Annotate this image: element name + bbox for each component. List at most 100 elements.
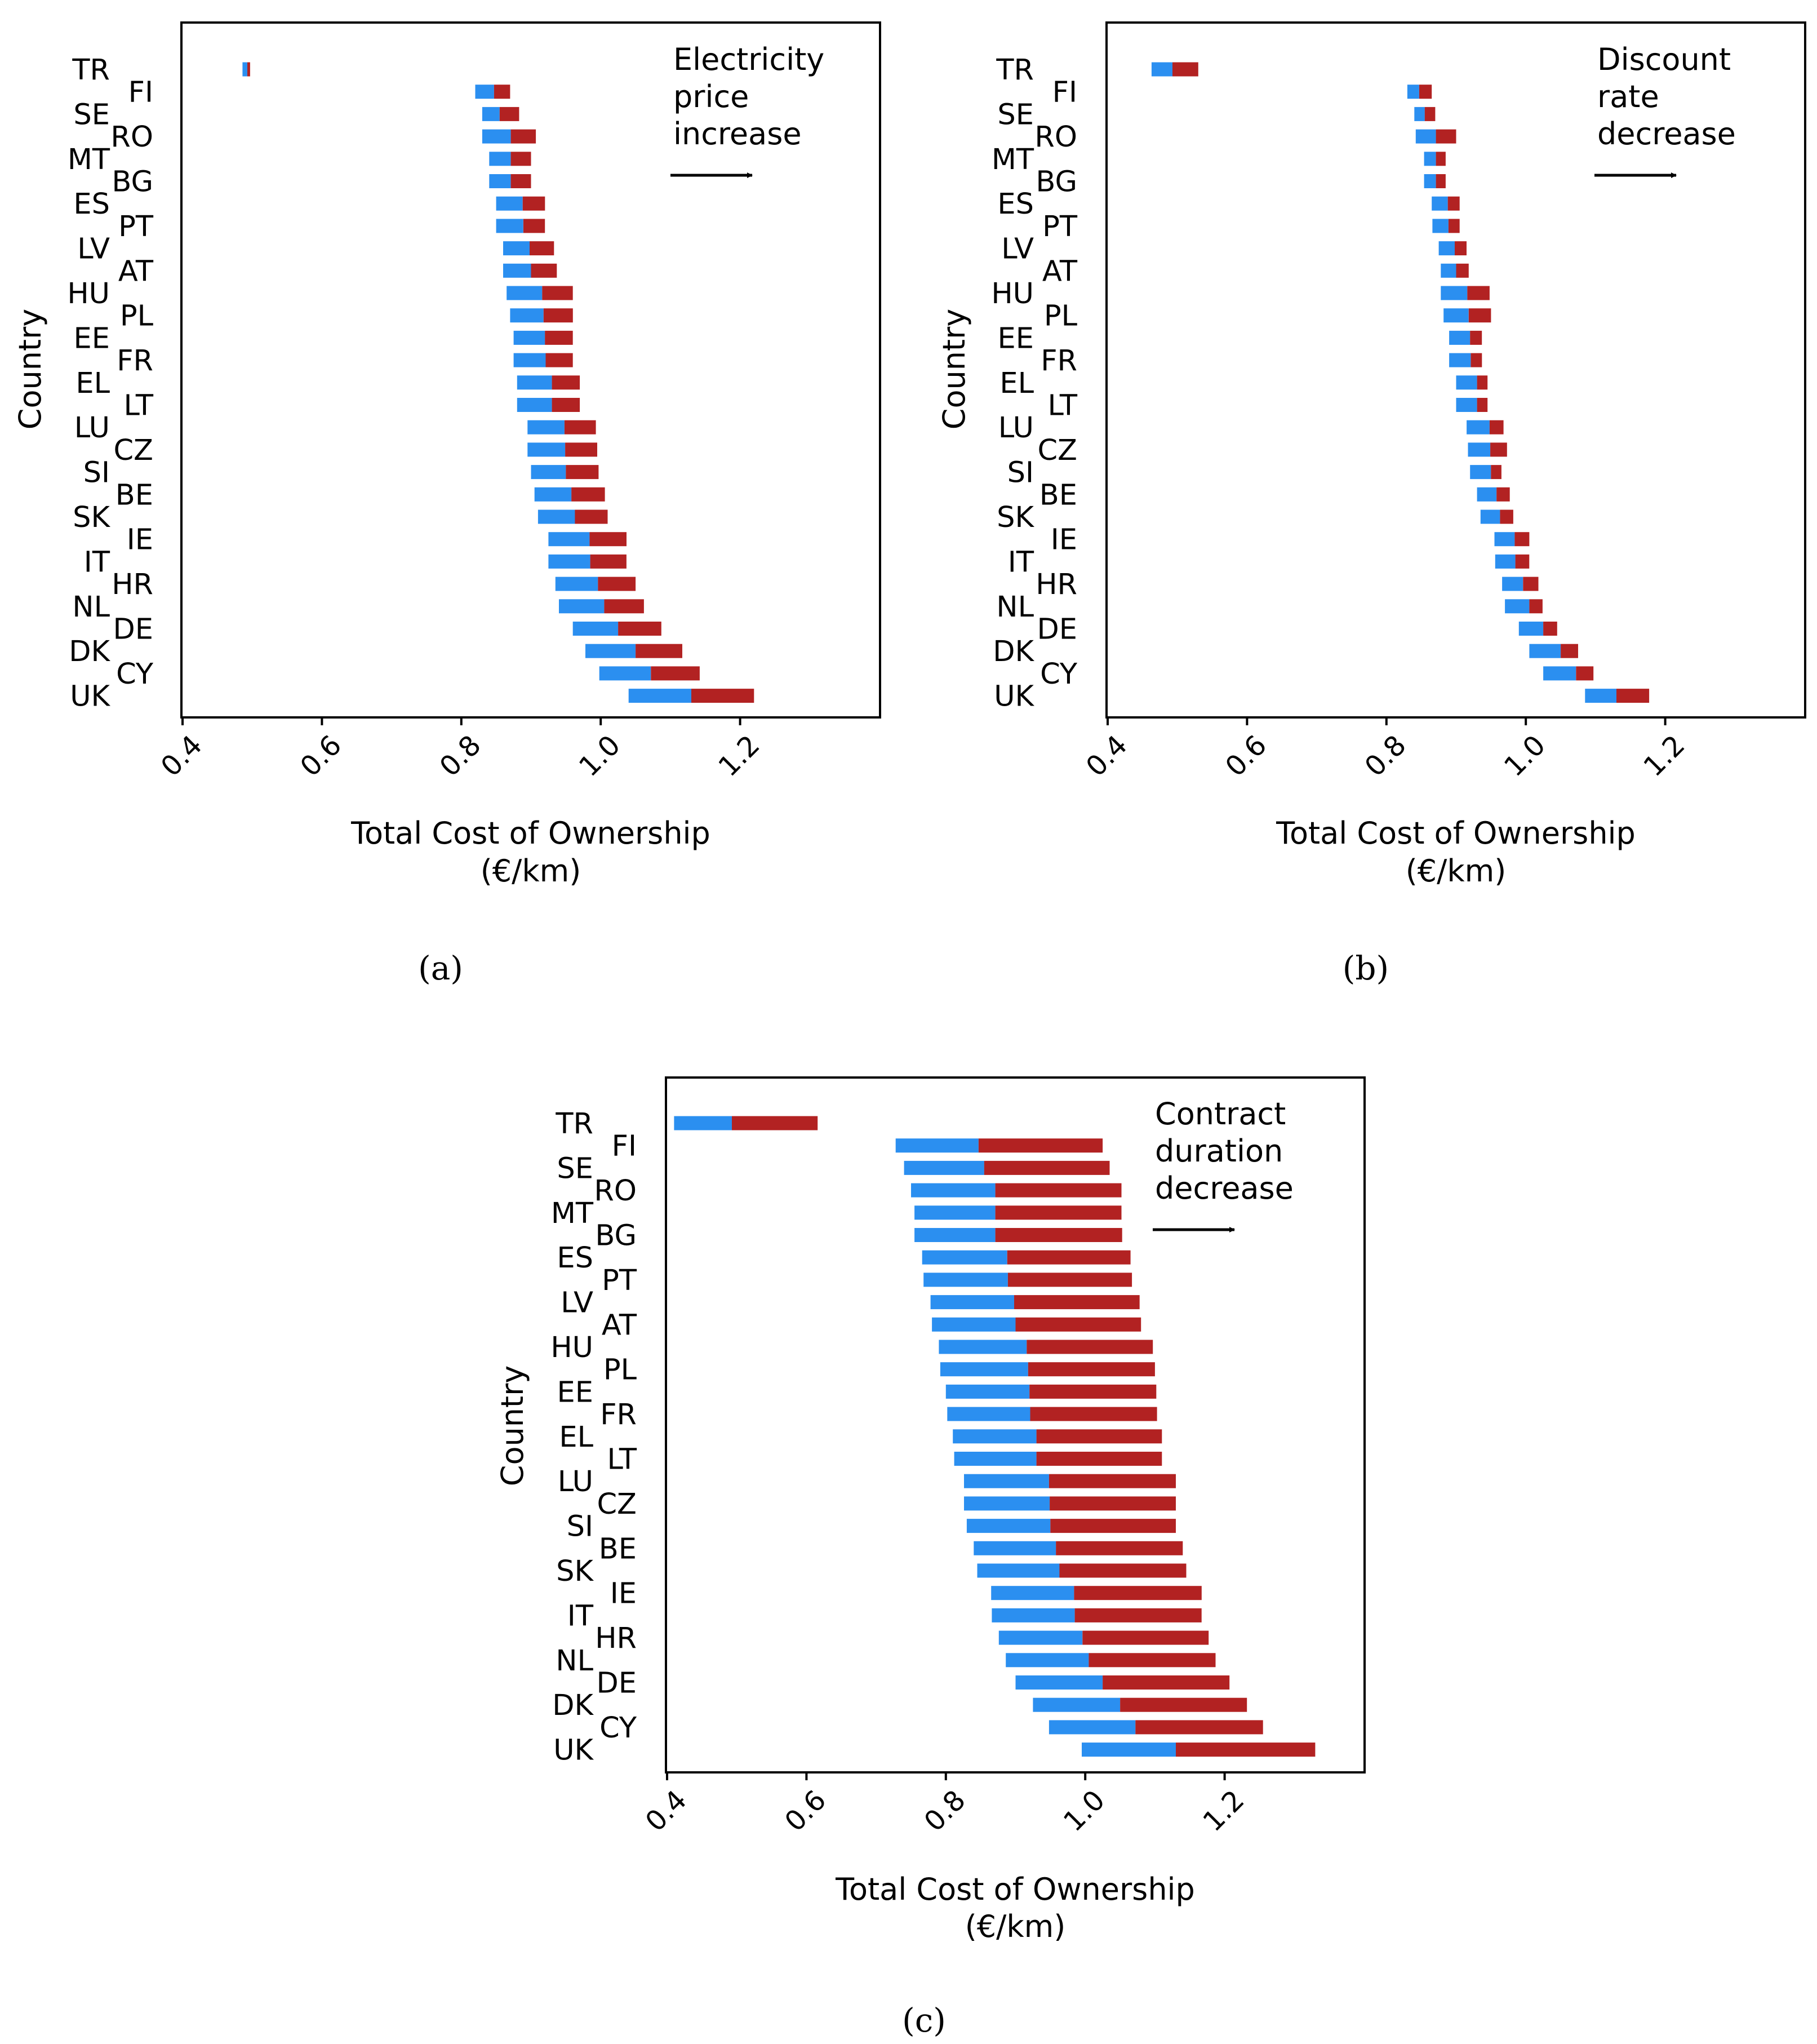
country-label-b-fi: FI [1052,76,1077,109]
bar-high-a-it [590,554,627,569]
country-label-b-be: BE [1039,478,1077,512]
y-axis-label-c: Country [495,1365,530,1487]
bar-low-b-fr [1449,353,1471,367]
bar-low-a-si [531,465,566,480]
bar-low-c-ro [911,1183,996,1198]
bar-high-c-el [1036,1429,1162,1444]
bar-low-a-cz [527,442,566,457]
annotation-line2-c: duration [1155,1133,1283,1169]
country-label-a-cy: CY [116,658,154,691]
bar-low-b-de [1518,622,1544,636]
bar-low-a-pt [496,219,523,233]
x-ticks-a: 0.4 0.6 0.8 1.0 1.2 [155,717,766,783]
bar-low-a-uk [628,689,691,703]
bar-high-a-uk [691,689,754,703]
bar-high-b-be [1496,487,1510,502]
x-tick-label-c-0.4: 0.4 [639,1784,693,1838]
bar-high-a-mt [510,152,531,166]
bar-low-b-lu [1467,420,1490,434]
country-label-b-lu: LU [998,411,1034,445]
bar-high-b-se [1424,107,1436,121]
panel-label-c: (c) [902,2001,946,2039]
x-tick-label-b-0.4: 0.4 [1080,729,1134,783]
bar-high-b-ro [1436,129,1456,144]
country-label-c-fr: FR [600,1398,637,1431]
bar-high-c-ro [995,1183,1122,1198]
x-tick-label-a-1.2: 1.2 [712,729,766,783]
bar-high-a-fi [494,85,510,99]
bar-high-a-be [571,487,605,502]
annotation-line2-a: price [673,79,749,114]
country-label-c-se: SE [557,1152,593,1185]
bars-c [674,1116,1316,1757]
bar-high-b-cy [1576,666,1594,681]
country-label-a-hu: HU [67,277,110,311]
country-label-b-it: IT [1008,546,1034,579]
bar-high-c-mt [995,1205,1122,1220]
bar-high-a-fr [545,353,573,367]
bar-low-b-si [1470,465,1491,480]
bar-low-c-fi [895,1138,979,1153]
bar-low-b-hu [1441,286,1468,300]
y-axis-label-a: Country [12,309,48,430]
bar-high-b-el [1477,375,1488,390]
bar-high-a-at [531,263,557,278]
bar-low-b-pl [1443,308,1469,323]
bar-high-c-lu [1049,1474,1176,1488]
x-tick-label-a-0.6: 0.6 [294,729,348,783]
bar-low-c-cy [1049,1720,1136,1735]
y-axis-label-b: Country [936,309,972,430]
bar-low-a-be [534,487,572,502]
bar-low-a-dk [585,644,636,658]
bar-low-c-it [992,1608,1075,1622]
bar-low-a-el [517,375,552,390]
bar-high-c-si [1050,1519,1176,1533]
annotation-line3-c: decrease [1155,1170,1294,1206]
bar-low-c-pt [923,1272,1008,1287]
country-label-c-lu: LU [558,1465,593,1498]
country-label-b-bg: BG [1036,166,1077,199]
bar-high-b-lv [1455,241,1467,256]
bar-high-a-lv [530,241,554,256]
x-tick-label-a-0.4: 0.4 [155,729,208,783]
panel-label-a: (a) [418,949,463,987]
x-tick-label-a-0.8: 0.8 [433,729,487,783]
country-label-a-de: DE [113,613,154,646]
country-label-a-pl: PL [120,300,154,333]
bar-high-a-cz [565,442,597,457]
bar-high-c-bg [995,1228,1122,1242]
bar-low-a-ee [513,330,545,345]
bar-high-b-it [1515,554,1530,569]
bar-high-a-nl [604,599,644,614]
bar-low-a-hu [507,286,543,300]
bar-high-b-fi [1419,85,1432,99]
country-label-c-pt: PT [602,1264,637,1297]
country-label-b-es: ES [997,188,1034,221]
country-label-c-bg: BG [595,1220,637,1253]
x-tick-label-c-1.0: 1.0 [1058,1784,1111,1838]
bar-high-c-se [984,1160,1110,1175]
bar-high-c-uk [1176,1743,1316,1757]
plot-frame-c [665,1076,1366,1773]
bar-low-c-lt [954,1452,1037,1466]
bars-b [1151,62,1650,703]
country-label-c-at: AT [602,1309,637,1342]
country-label-b-ro: RO [1034,121,1077,154]
bar-high-c-be [1056,1541,1183,1555]
country-label-c-fi: FI [612,1130,637,1163]
bar-low-b-mt [1424,152,1436,166]
bar-high-c-fi [978,1138,1103,1153]
x-tick-label-b-1.0: 1.0 [1498,729,1552,783]
bar-low-c-el [953,1429,1037,1444]
bar-high-b-hu [1467,286,1490,300]
bar-high-b-hr [1523,577,1539,591]
country-label-b-ie: IE [1051,524,1077,557]
country-label-c-lt: LT [607,1443,637,1477]
bar-low-c-cz [964,1496,1050,1511]
country-label-b-lt: LT [1047,389,1077,423]
bar-high-a-pl [543,308,573,323]
x-tick-label-b-1.2: 1.2 [1637,729,1691,783]
